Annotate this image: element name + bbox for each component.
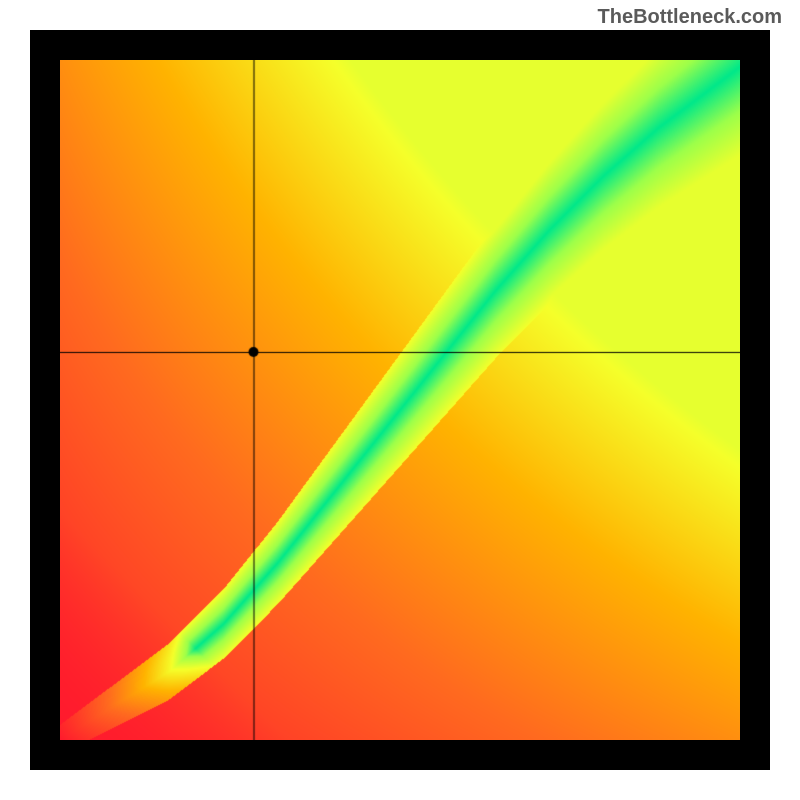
watermark-text: TheBottleneck.com: [598, 6, 782, 29]
chart-canvas-wrap: [60, 60, 740, 740]
heatmap-canvas: [60, 60, 740, 740]
root: TheBottleneck.com: [0, 0, 800, 800]
chart-border: [30, 30, 770, 770]
